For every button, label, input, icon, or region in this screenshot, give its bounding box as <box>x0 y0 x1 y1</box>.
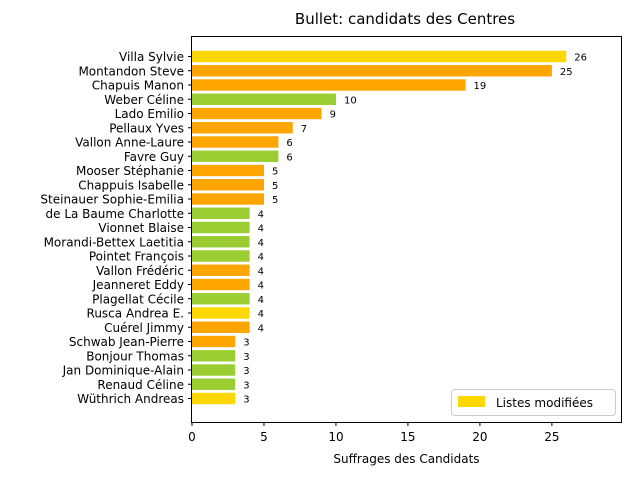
value-label: 5 <box>272 167 278 178</box>
bar <box>192 164 264 177</box>
plot-frame <box>191 36 622 423</box>
bar <box>192 136 279 148</box>
category-label: Montandon Steve <box>78 64 184 78</box>
x-tick-label: 20 <box>472 430 487 444</box>
category-label: Mooser Stéphanie <box>76 164 184 178</box>
bar <box>192 278 250 291</box>
value-label: 3 <box>243 338 249 349</box>
category-label: Chapuis Manon <box>92 79 184 93</box>
x-tick-label: 15 <box>400 430 415 444</box>
category-label: Pellaux Yves <box>109 121 184 135</box>
value-label: 4 <box>258 224 264 235</box>
category-label: Weber Céline <box>104 93 184 107</box>
category-label: Cuérel Jimmy <box>104 321 184 335</box>
bar <box>192 107 322 120</box>
category-label: Morandi-Bettex Laetitia <box>44 235 184 249</box>
category-label: Favre Guy <box>124 150 184 164</box>
value-label: 10 <box>344 95 357 106</box>
bar <box>192 179 264 191</box>
value-label: 6 <box>286 138 292 149</box>
x-axis-label: Suffrages des Candidats <box>333 452 479 466</box>
bar <box>192 193 264 205</box>
category-label: Vallon Frédéric <box>96 264 184 278</box>
category-label: Jan Dominique-Alain <box>62 364 184 378</box>
value-label: 4 <box>258 323 264 334</box>
x-tick-label: 5 <box>260 430 268 444</box>
bar <box>192 93 336 105</box>
bar <box>192 364 236 376</box>
value-label: 4 <box>258 295 264 306</box>
legend-swatch <box>458 396 485 407</box>
bar <box>192 378 236 390</box>
category-label: Villa Sylvie <box>119 50 184 64</box>
bar <box>192 150 279 162</box>
value-label: 3 <box>243 352 249 363</box>
bar <box>192 307 250 319</box>
value-label: 19 <box>474 81 487 92</box>
value-label: 4 <box>258 238 264 249</box>
category-label: Rusca Andrea E. <box>87 307 184 321</box>
value-label: 4 <box>258 281 264 292</box>
bar <box>192 221 250 234</box>
value-label: 5 <box>272 195 278 206</box>
bar <box>192 65 552 77</box>
value-label: 25 <box>560 67 573 78</box>
category-label: Vionnet Blaise <box>98 221 184 235</box>
x-axis: 0 5 10 15 20 25 <box>188 422 560 444</box>
value-label: 3 <box>243 380 249 391</box>
value-label: 4 <box>258 309 264 320</box>
bar <box>192 350 236 362</box>
value-label: 4 <box>258 209 264 220</box>
legend-label: Listes modifiées <box>496 396 593 410</box>
bar <box>192 264 250 276</box>
category-label: Renaud Céline <box>97 378 184 392</box>
category-label: Jeanneret Eddy <box>92 278 184 292</box>
value-label: 4 <box>258 266 264 277</box>
bar <box>192 79 466 91</box>
category-label: Lado Emilio <box>115 107 184 121</box>
bar <box>192 250 250 262</box>
bar <box>192 207 250 219</box>
value-label: 5 <box>272 181 278 192</box>
bar <box>192 293 250 305</box>
category-label: Vallon Anne-Laure <box>75 136 184 150</box>
bar <box>192 236 250 248</box>
category-label: Wüthrich Andreas <box>77 392 184 406</box>
bar <box>192 392 236 405</box>
legend: Listes modifiées <box>451 389 616 416</box>
chart-title: Bullet: candidats des Centres <box>295 10 515 28</box>
category-label: de La Baume Charlotte <box>46 207 185 221</box>
category-label: Pointet François <box>89 250 184 264</box>
category-label: Bonjour Thomas <box>86 349 184 363</box>
value-label: 6 <box>286 152 292 163</box>
value-label: 3 <box>243 395 249 406</box>
bar <box>192 50 567 63</box>
value-label: 9 <box>330 110 336 121</box>
category-label: Steinauer Sophie-Emilia <box>40 193 184 207</box>
x-tick-label: 10 <box>328 430 343 444</box>
bar <box>192 335 236 348</box>
bar <box>192 122 293 134</box>
x-tick-label: 0 <box>188 430 196 444</box>
value-label: 26 <box>574 53 587 64</box>
category-label: Schwab Jean-Pierre <box>69 335 184 349</box>
bar <box>192 321 250 333</box>
category-label: Plagellat Cécile <box>92 292 184 306</box>
value-label: 4 <box>258 252 264 263</box>
legend-box <box>451 389 616 416</box>
x-tick-label: 25 <box>544 430 559 444</box>
bars-group <box>192 50 567 405</box>
value-label: 7 <box>301 124 307 135</box>
value-label: 3 <box>243 366 249 377</box>
category-label: Chappuis Isabelle <box>78 178 184 192</box>
